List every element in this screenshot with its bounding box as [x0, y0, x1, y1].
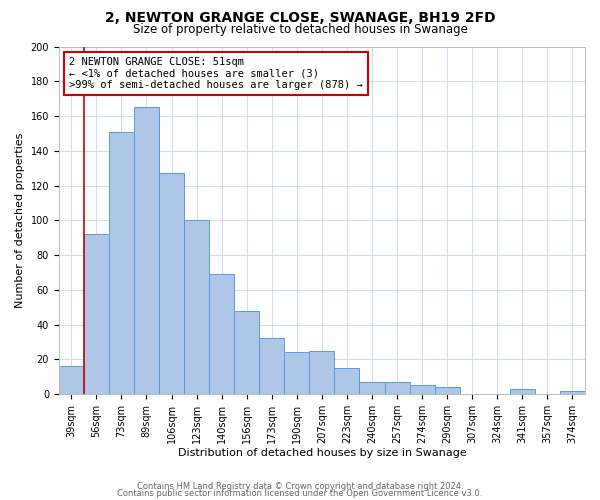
Bar — [359, 382, 385, 394]
Bar — [385, 382, 410, 394]
Text: Contains HM Land Registry data © Crown copyright and database right 2024.: Contains HM Land Registry data © Crown c… — [137, 482, 463, 491]
Bar — [334, 368, 359, 394]
Bar — [84, 234, 109, 394]
Bar — [109, 132, 134, 394]
Bar — [134, 108, 159, 394]
Text: 2, NEWTON GRANGE CLOSE, SWANAGE, BH19 2FD: 2, NEWTON GRANGE CLOSE, SWANAGE, BH19 2F… — [104, 11, 496, 25]
Bar — [284, 352, 310, 394]
X-axis label: Distribution of detached houses by size in Swanage: Distribution of detached houses by size … — [178, 448, 466, 458]
Bar — [184, 220, 209, 394]
Text: Contains public sector information licensed under the Open Government Licence v3: Contains public sector information licen… — [118, 488, 482, 498]
Bar — [434, 387, 460, 394]
Bar — [560, 390, 585, 394]
Bar — [259, 338, 284, 394]
Bar — [209, 274, 234, 394]
Text: 2 NEWTON GRANGE CLOSE: 51sqm
← <1% of detached houses are smaller (3)
>99% of se: 2 NEWTON GRANGE CLOSE: 51sqm ← <1% of de… — [70, 57, 363, 90]
Bar — [234, 310, 259, 394]
Bar — [410, 386, 434, 394]
Bar — [310, 350, 334, 394]
Text: Size of property relative to detached houses in Swanage: Size of property relative to detached ho… — [133, 22, 467, 36]
Bar — [59, 366, 84, 394]
Bar — [510, 389, 535, 394]
Y-axis label: Number of detached properties: Number of detached properties — [15, 132, 25, 308]
Bar — [159, 174, 184, 394]
